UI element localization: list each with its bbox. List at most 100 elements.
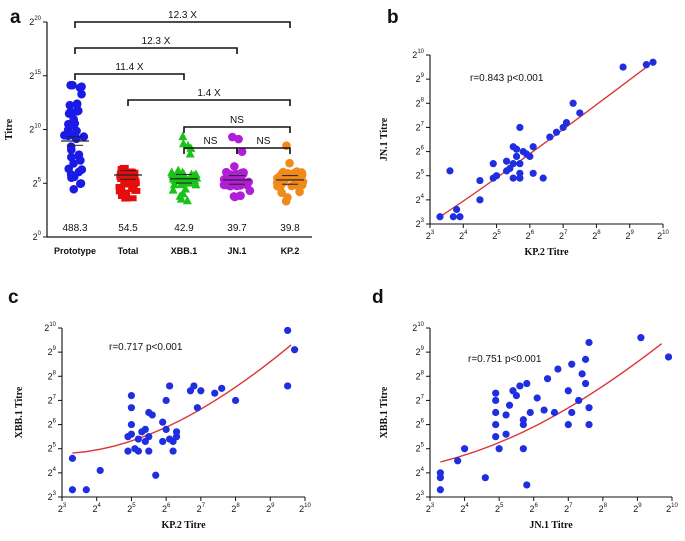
fit-curve bbox=[440, 343, 663, 463]
data-point bbox=[74, 152, 84, 161]
data-point bbox=[516, 160, 524, 168]
data-point bbox=[526, 152, 534, 160]
data-point bbox=[526, 408, 534, 417]
data-point bbox=[64, 119, 73, 129]
data-point bbox=[492, 408, 500, 417]
data-point bbox=[519, 420, 527, 429]
data-point bbox=[581, 379, 590, 388]
data-point bbox=[128, 181, 138, 188]
data-point bbox=[148, 411, 156, 419]
data-point bbox=[523, 379, 531, 388]
x-tick-label: 27 bbox=[559, 230, 568, 241]
data-point bbox=[529, 169, 537, 177]
data-point bbox=[166, 382, 174, 390]
data-point bbox=[232, 181, 242, 191]
data-point bbox=[446, 167, 454, 175]
data-point bbox=[454, 457, 462, 465]
data-point bbox=[222, 177, 232, 186]
x-tick-label: 28 bbox=[231, 503, 240, 514]
x-tick-label: 210 bbox=[666, 503, 678, 514]
data-point bbox=[162, 396, 170, 405]
data-point bbox=[562, 119, 571, 127]
data-point bbox=[191, 169, 201, 179]
data-point bbox=[82, 486, 90, 494]
data-point bbox=[116, 170, 126, 177]
panel-label-c: c bbox=[8, 287, 19, 308]
data-point bbox=[492, 396, 500, 405]
data-point bbox=[523, 481, 531, 489]
category-label: Prototype bbox=[54, 246, 96, 256]
y-tick-label: 29 bbox=[416, 346, 425, 357]
data-point bbox=[122, 173, 132, 180]
bracket-line bbox=[183, 126, 291, 133]
data-point bbox=[502, 430, 510, 438]
data-point bbox=[576, 109, 584, 117]
comparison-label: 12.3 X bbox=[168, 10, 197, 21]
data-point bbox=[519, 445, 527, 453]
x-tick-label: 210 bbox=[299, 503, 311, 514]
data-point bbox=[180, 183, 190, 193]
y-tick-label: 24 bbox=[48, 467, 57, 478]
data-point bbox=[115, 184, 125, 191]
data-point bbox=[505, 401, 514, 409]
data-point bbox=[509, 160, 517, 168]
group-total: 54.5 Total bbox=[114, 164, 142, 256]
gmt-label: 39.8 bbox=[280, 223, 300, 234]
data-point bbox=[175, 191, 185, 200]
comparison-label: NS bbox=[257, 136, 271, 147]
data-point bbox=[152, 471, 160, 479]
x-tick-label: 29 bbox=[633, 503, 642, 514]
data-point bbox=[569, 99, 577, 107]
data-point bbox=[512, 152, 521, 160]
y-tick-label: 20 bbox=[33, 231, 42, 242]
group-jn1: 39.7 JN.1 bbox=[219, 132, 255, 256]
x-tick-label: 25 bbox=[495, 503, 504, 514]
data-point bbox=[130, 177, 140, 184]
data-point bbox=[181, 176, 191, 185]
correlation-annotation: r=0.751 p<0.001 bbox=[468, 354, 542, 365]
data-point bbox=[127, 404, 136, 412]
data-point bbox=[60, 131, 69, 140]
data-point bbox=[581, 355, 590, 363]
data-point bbox=[283, 193, 292, 202]
data-point bbox=[178, 131, 188, 141]
data-point bbox=[649, 58, 657, 66]
data-point bbox=[68, 486, 77, 494]
y-tick-label: 210 bbox=[412, 322, 424, 333]
data-point bbox=[290, 346, 299, 354]
data-point bbox=[172, 433, 181, 441]
x-axis-label: JN.1 Titre bbox=[529, 520, 573, 531]
comparison-label: NS bbox=[204, 136, 218, 147]
x-tick-label: 29 bbox=[626, 230, 635, 241]
data-point bbox=[245, 186, 255, 195]
data-point bbox=[436, 469, 444, 477]
comparison-bracket: NS bbox=[236, 136, 291, 154]
panel-label-d: d bbox=[372, 287, 384, 308]
data-point bbox=[476, 176, 484, 185]
x-tick-label: 25 bbox=[127, 503, 136, 514]
category-label: XBB.1 bbox=[171, 246, 198, 256]
data-point bbox=[65, 100, 75, 110]
data-point bbox=[167, 167, 177, 176]
y-tick-label: 29 bbox=[416, 73, 425, 84]
y-tick-label: 23 bbox=[48, 491, 57, 502]
data-point bbox=[134, 447, 142, 455]
data-point bbox=[568, 408, 576, 417]
data-point bbox=[68, 80, 77, 90]
data-point bbox=[235, 191, 245, 201]
x-axis-label: KP.2 Titre bbox=[161, 520, 206, 531]
data-point bbox=[69, 130, 78, 140]
data-point bbox=[529, 143, 537, 151]
data-point bbox=[492, 389, 500, 397]
comparison-bracket: NS bbox=[183, 115, 291, 133]
data-point bbox=[460, 445, 469, 453]
correlation-annotation: r=0.717 p<0.001 bbox=[109, 342, 183, 353]
data-point bbox=[66, 145, 76, 155]
data-point bbox=[476, 196, 484, 204]
data-point bbox=[281, 174, 291, 184]
data-point bbox=[182, 195, 192, 205]
panel-label-b: b bbox=[387, 7, 399, 28]
gmt-label: 488.3 bbox=[62, 223, 87, 234]
